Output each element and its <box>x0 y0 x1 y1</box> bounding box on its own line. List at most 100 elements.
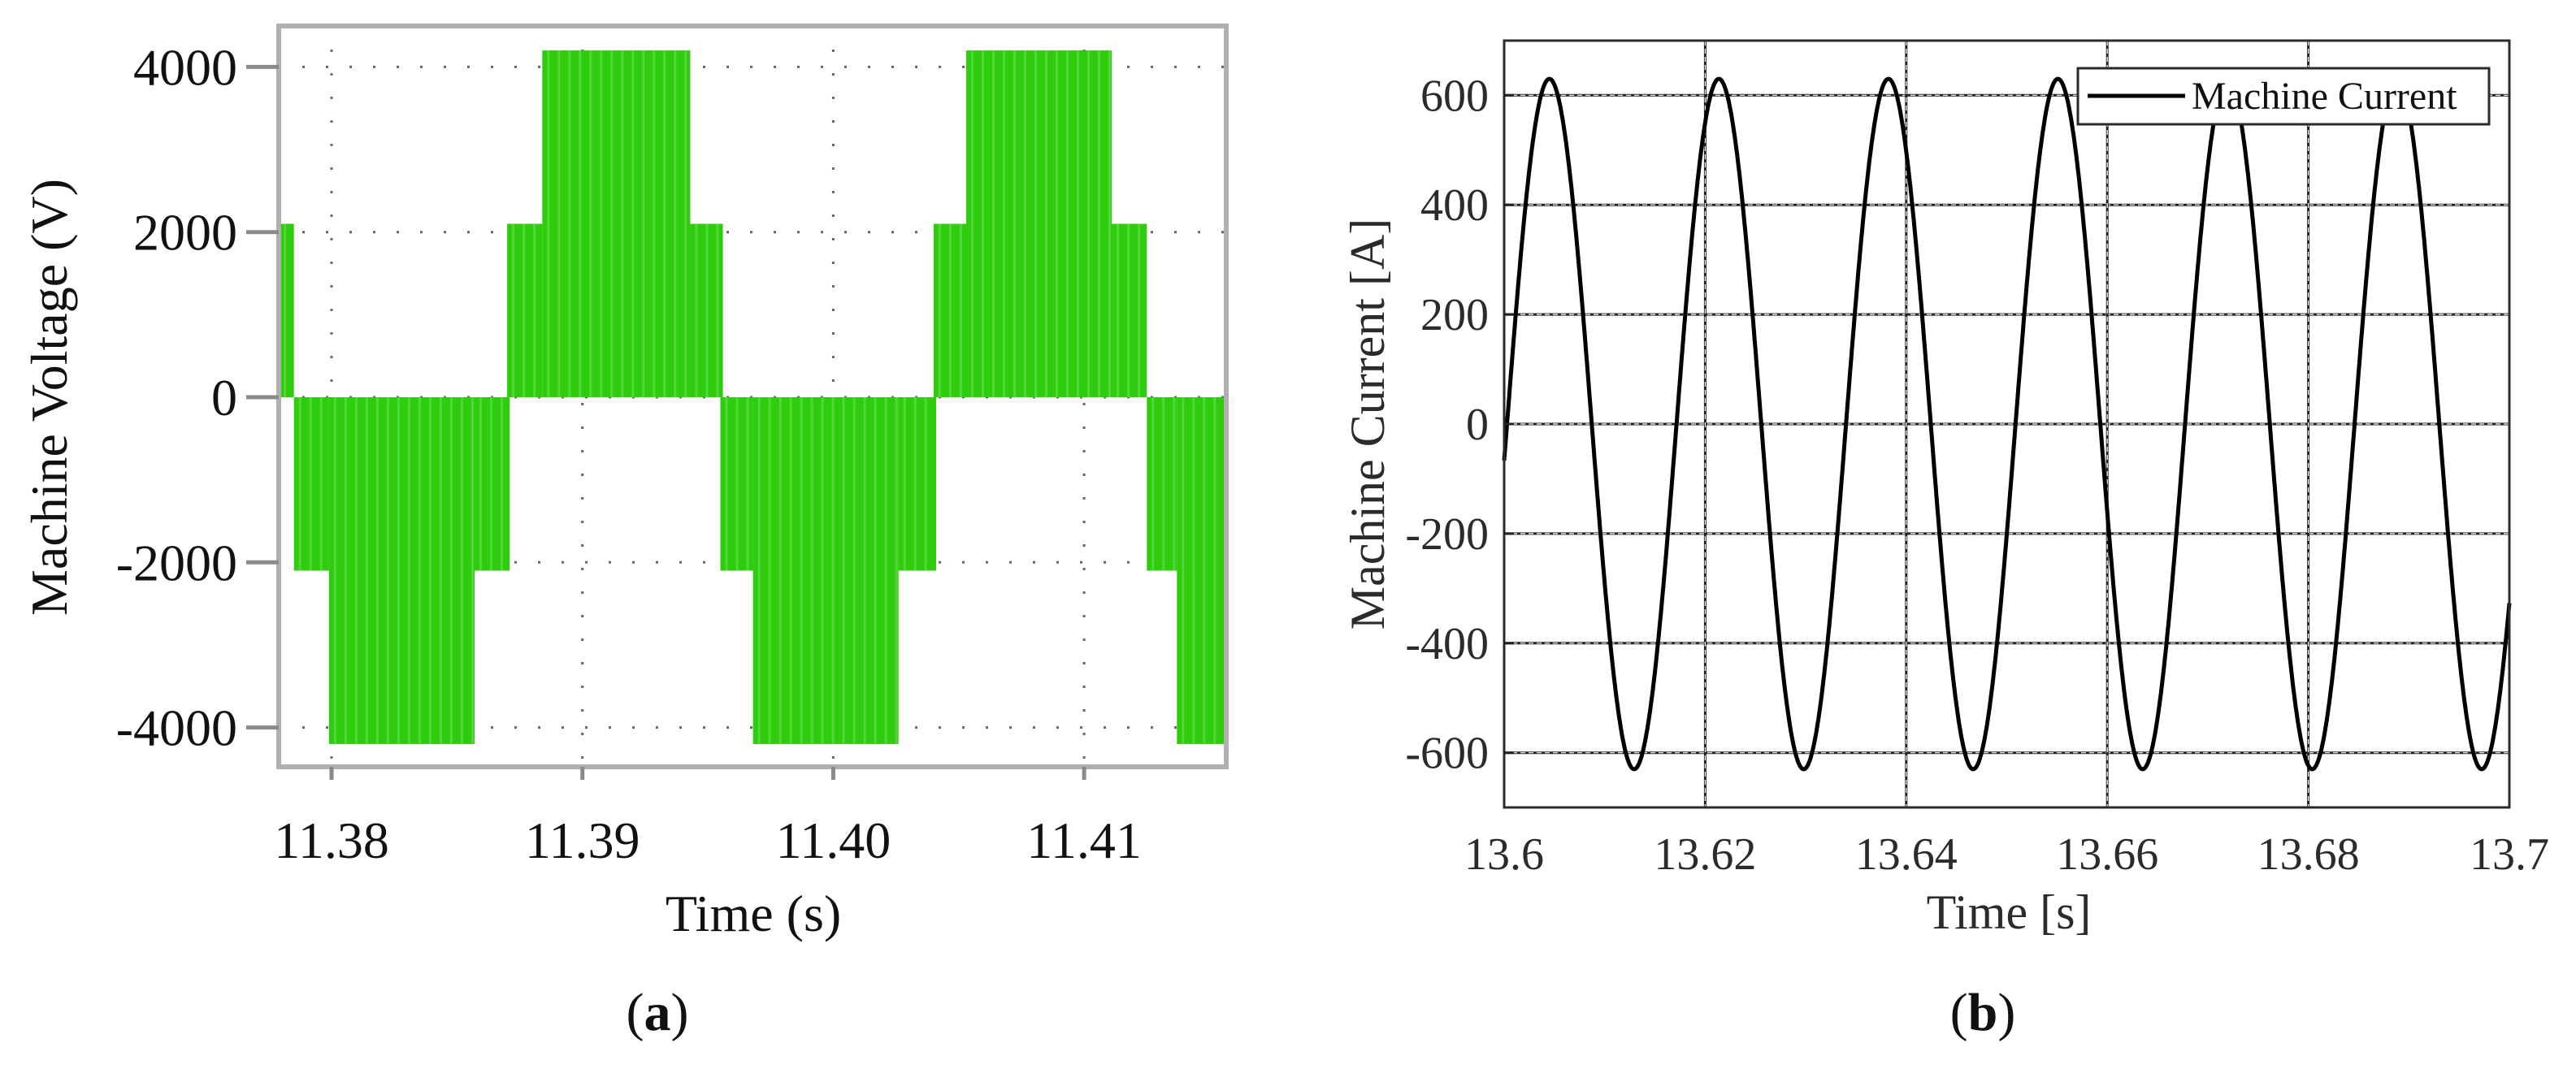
pwm-stripe <box>982 50 985 397</box>
panel-label-a-letter: a <box>644 983 671 1042</box>
y-axis-label: Machine Current [A] <box>1341 219 1394 630</box>
pwm-stripe <box>397 397 400 744</box>
pwm-stripe <box>1108 50 1112 397</box>
voltage-band <box>1177 397 1226 744</box>
x-tick-label: 11.38 <box>274 811 389 869</box>
pwm-stripe <box>407 397 410 744</box>
voltage-band <box>966 50 1112 397</box>
pwm-stripe <box>1098 50 1101 397</box>
y-axis-ticks: 600 400 200 0 -200 -400 -600 <box>1405 71 1514 779</box>
x-axis-label: Time (s) <box>666 885 841 942</box>
panel-label-b: (b) <box>1950 983 2016 1042</box>
x-axis-ticks: 11.38 11.39 11.40 11.41 <box>274 767 1142 869</box>
pwm-stripe <box>568 50 571 397</box>
pwm-stripe <box>631 50 635 397</box>
voltage-band <box>279 223 294 397</box>
x-tick-label: 11.39 <box>525 811 640 869</box>
pwm-stripe <box>333 397 336 744</box>
chart-machine-voltage: 4000 2000 0 -2000 -4000 11.38 11.39 11.40 11.41… <box>20 24 1229 1042</box>
voltage-waveform <box>279 50 1227 744</box>
y-axis-label: Machine Voltage (V) <box>20 179 78 616</box>
pwm-stripe <box>375 397 379 744</box>
pwm-stripe <box>913 397 917 571</box>
pwm-stripe <box>831 397 835 744</box>
pwm-stripe <box>1127 223 1130 397</box>
pwm-stripe <box>365 397 368 744</box>
y-tick-label: 200 <box>1420 290 1489 340</box>
y-tick-label: 600 <box>1420 71 1489 121</box>
pwm-stripe <box>500 397 503 571</box>
pwm-stripe <box>903 397 906 571</box>
pwm-stripe <box>1182 397 1185 744</box>
pwm-stripe <box>344 397 347 744</box>
pwm-stripe <box>810 397 813 744</box>
pwm-stripe <box>895 397 898 744</box>
pwm-stripe <box>874 397 877 744</box>
y-tick-label: -200 <box>1405 509 1489 560</box>
panel-label-a: (a) <box>627 983 689 1042</box>
voltage-band <box>1147 397 1177 571</box>
pwm-stripe <box>842 397 845 744</box>
pwm-stripe <box>439 397 442 744</box>
pwm-stripe <box>663 50 666 397</box>
pwm-stripe <box>768 397 771 744</box>
pwm-stripe <box>547 50 550 397</box>
pwm-stripe <box>863 397 866 744</box>
pwm-stripe <box>1117 223 1120 397</box>
pwm-stripe <box>1162 397 1165 571</box>
pwm-stripe <box>479 397 482 571</box>
y-tick-label: -2000 <box>116 534 237 591</box>
pwm-stripe <box>674 50 677 397</box>
y-tick-label: 2000 <box>133 204 237 262</box>
pwm-stripe <box>428 397 432 744</box>
pwm-stripe <box>924 397 927 571</box>
legend: Machine Current <box>2076 67 2491 126</box>
y-tick-label: 4000 <box>133 38 237 96</box>
y-tick-label: 0 <box>1466 400 1489 450</box>
voltage-band <box>328 397 475 744</box>
pwm-stripe <box>959 223 962 397</box>
x-tick-label: 13.6 <box>1464 829 1544 880</box>
pwm-stripe <box>1138 223 1141 397</box>
pwm-stripe <box>821 397 824 744</box>
voltage-band <box>752 397 899 744</box>
voltage-band <box>542 50 691 397</box>
x-tick-label: 13.68 <box>2257 829 2360 880</box>
pwm-stripe <box>610 50 614 397</box>
pwm-stripe <box>1173 397 1176 571</box>
pwm-stripe <box>284 223 287 397</box>
pwm-stripe <box>992 50 995 397</box>
pwm-stripe <box>1024 50 1027 397</box>
pwm-stripe <box>1034 50 1038 397</box>
y-tick-label: -4000 <box>116 699 237 757</box>
pwm-stripe <box>642 50 645 397</box>
pwm-stripe <box>354 397 358 744</box>
pwm-stripe <box>716 223 719 397</box>
x-axis-ticks: 13.6 13.62 13.64 13.66 13.68 13.7 <box>1464 829 2549 880</box>
x-tick-label: 13.7 <box>2470 829 2549 880</box>
pwm-stripe <box>1203 397 1206 744</box>
pwm-stripe <box>1213 397 1216 744</box>
x-axis-label: Time [s] <box>1927 885 2092 939</box>
pwm-stripe <box>1192 397 1195 744</box>
pwm-stripe <box>589 50 592 397</box>
pwm-stripe <box>386 397 389 744</box>
pwm-stripe <box>471 397 474 744</box>
pwm-stripe <box>684 50 687 397</box>
pwm-stripe <box>735 397 739 571</box>
pwm-stripe <box>1013 50 1017 397</box>
pwm-stripe <box>971 50 974 397</box>
pwm-stripe <box>695 223 698 397</box>
pwm-stripe <box>852 397 856 744</box>
pwm-stripe <box>533 223 536 397</box>
pwm-stripe <box>653 50 656 397</box>
pwm-stripe <box>449 397 453 744</box>
x-tick-label: 11.41 <box>1026 811 1142 869</box>
pwm-stripe <box>1056 50 1059 397</box>
pwm-stripe <box>1151 397 1155 571</box>
pwm-stripe <box>460 397 463 744</box>
pwm-stripe <box>778 397 782 744</box>
pwm-stripe <box>1077 50 1080 397</box>
